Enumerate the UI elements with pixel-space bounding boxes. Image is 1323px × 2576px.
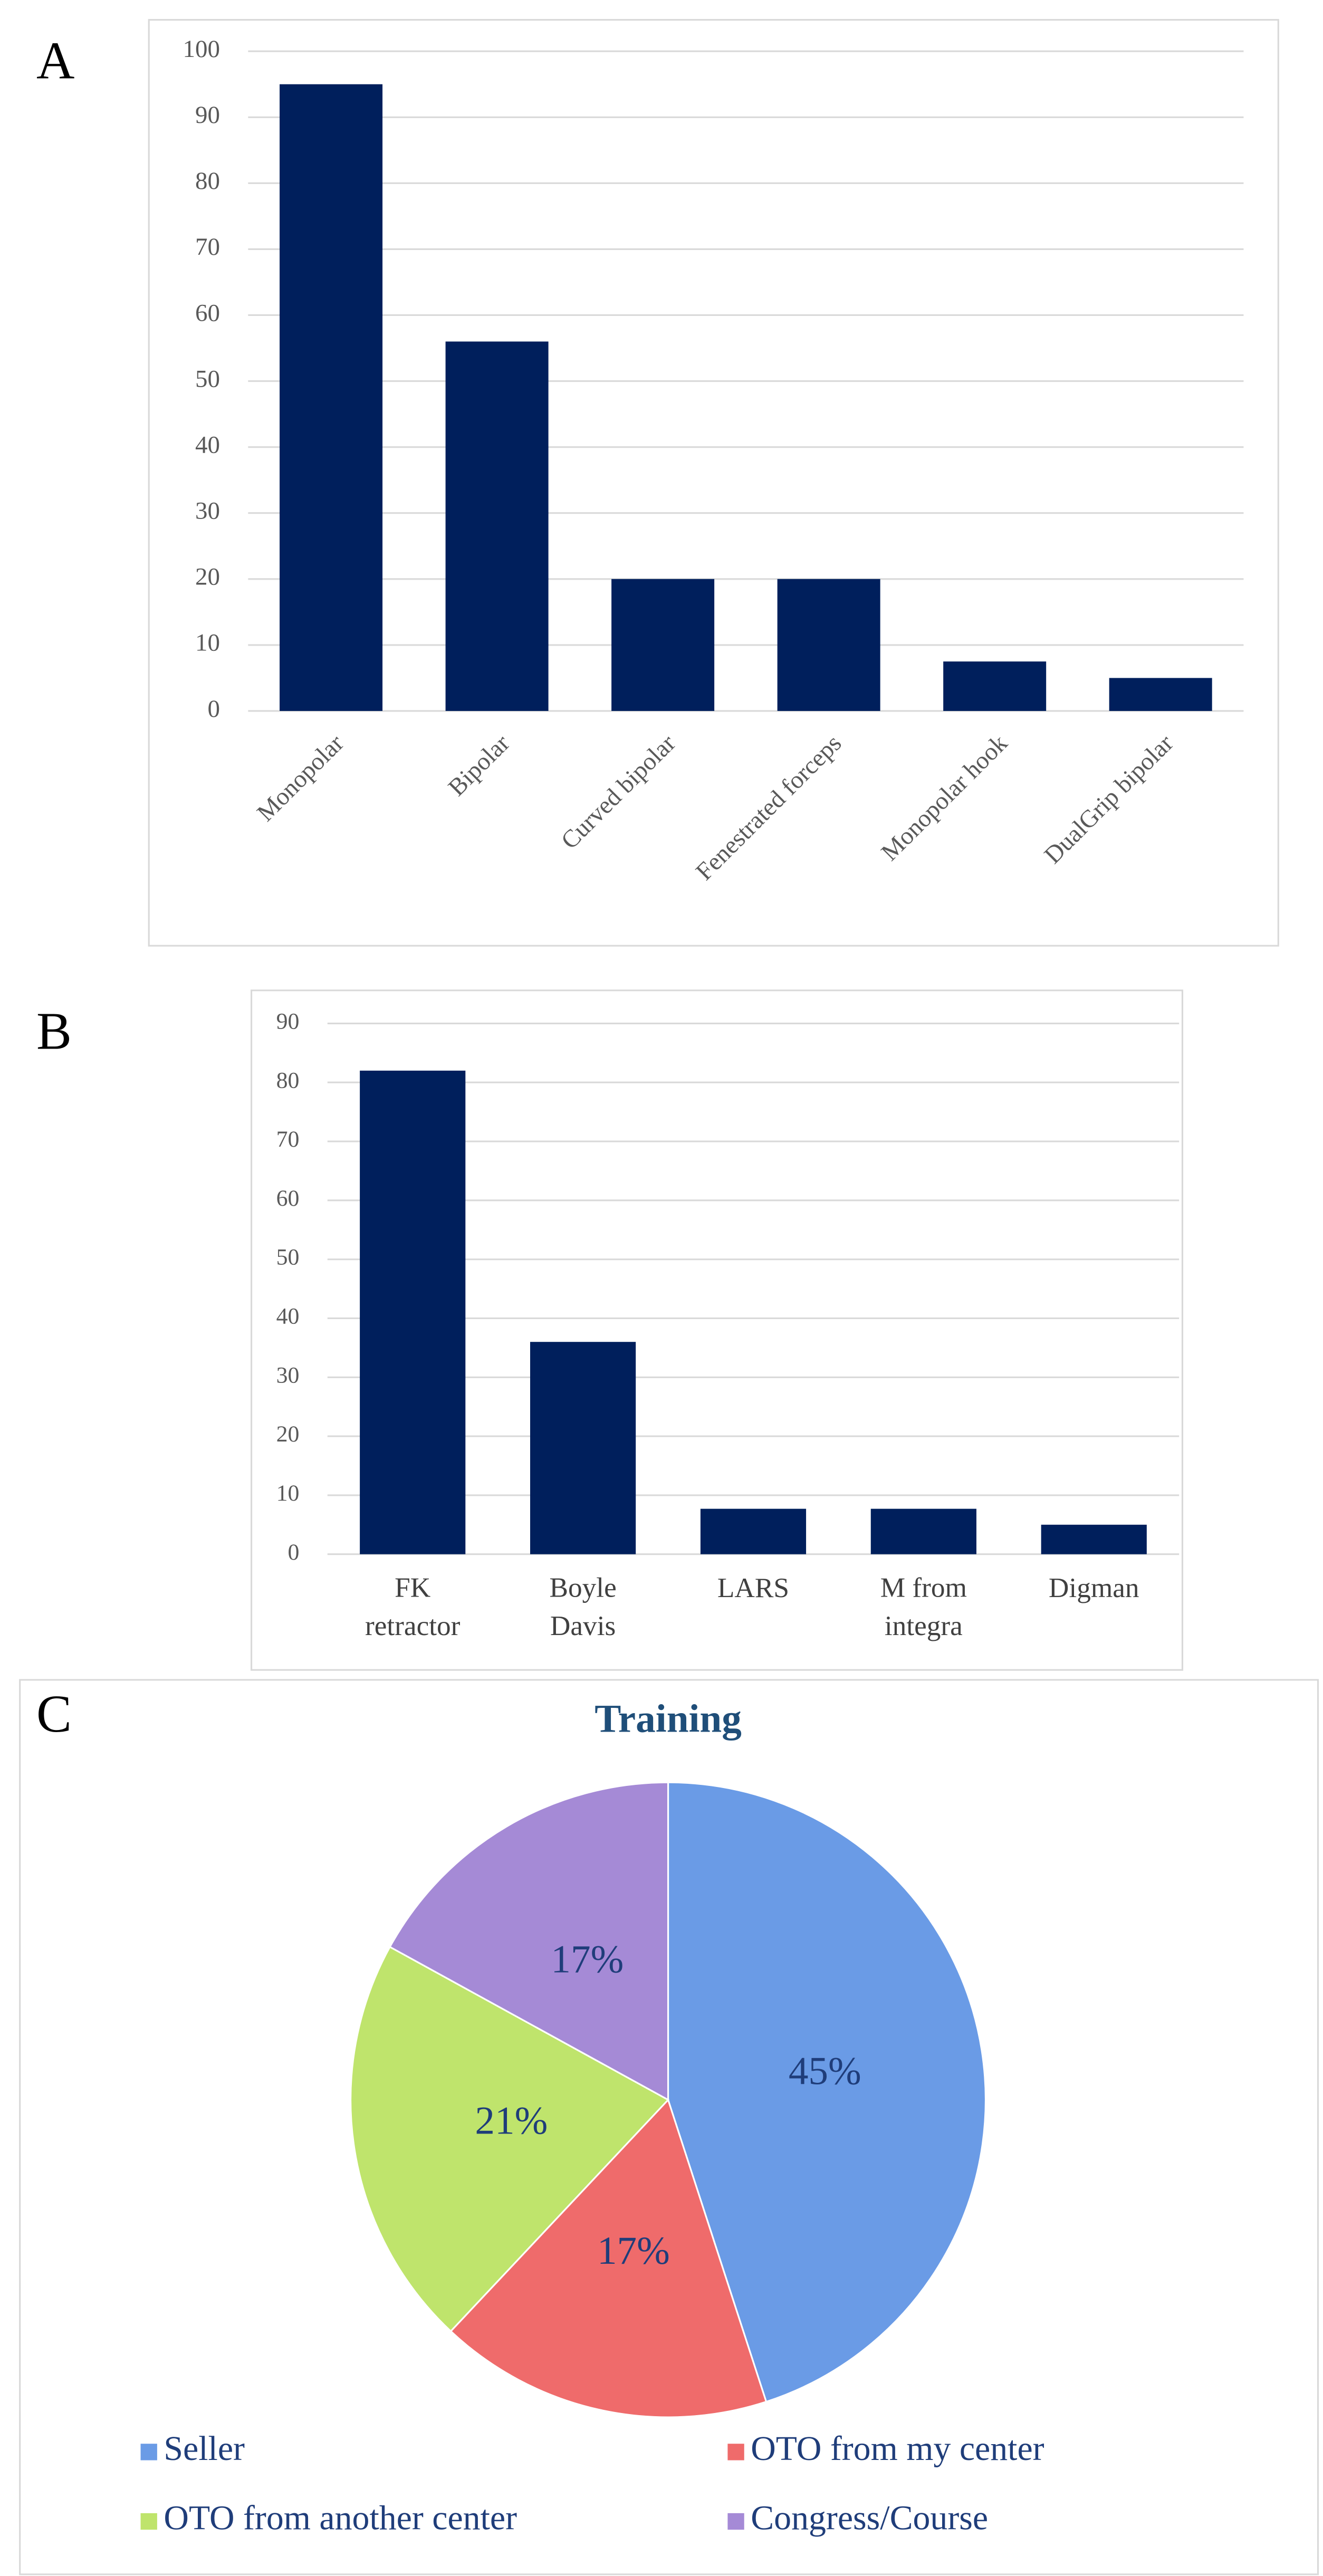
x-tick-label: M from integra	[880, 1572, 967, 1641]
bar	[943, 661, 1047, 711]
legend-swatch	[140, 2444, 157, 2460]
x-tick-label: Fenestrated forceps	[691, 729, 847, 886]
y-tick-label: 10	[276, 1481, 300, 1506]
y-tick-label: 80	[276, 1068, 300, 1093]
x-tick-label: Boyle Davis	[549, 1572, 616, 1641]
pie-slice	[350, 1946, 670, 2333]
bar	[530, 1342, 636, 1554]
data-label: 17%	[551, 1937, 624, 1981]
x-tick-label: DualGrip bipolar	[1039, 729, 1179, 869]
y-tick-label: 20	[276, 1421, 300, 1447]
data-label: 21%	[475, 2099, 548, 2143]
panel-letter: A	[36, 31, 74, 90]
bar	[777, 579, 880, 711]
x-tick-label: Bipolar	[443, 729, 515, 802]
data-label: 45%	[789, 2049, 861, 2093]
x-tick-label: Monopolar hook	[876, 729, 1013, 867]
legend-label: Congress/Course	[751, 2499, 988, 2537]
y-tick-label: 30	[276, 1362, 300, 1388]
y-tick-label: 100	[183, 35, 220, 63]
y-tick-label: 70	[276, 1127, 300, 1152]
legend-label: OTO from my center	[751, 2429, 1044, 2468]
panel-frame	[148, 19, 1279, 947]
legend-swatch	[727, 2444, 744, 2460]
y-tick-label: 0	[288, 1540, 300, 1565]
panel-frame	[251, 989, 1184, 1671]
pie-slice	[667, 1781, 986, 2403]
bar	[700, 1508, 807, 1554]
x-tick-label: Digman	[1049, 1572, 1139, 1603]
data-label: 17%	[597, 2229, 670, 2273]
y-tick-label: 20	[195, 563, 220, 591]
bar	[360, 1070, 466, 1554]
panel-frame	[19, 1679, 1319, 2575]
x-tick-label: Monopolar	[252, 729, 349, 827]
bar	[611, 579, 715, 711]
x-tick-label: Curved bipolar	[556, 729, 681, 854]
bar	[1041, 1524, 1147, 1554]
y-tick-label: 80	[195, 167, 220, 195]
y-tick-label: 90	[195, 101, 220, 129]
bar	[445, 341, 549, 711]
panel-letter: B	[36, 1002, 72, 1061]
y-tick-label: 90	[276, 1008, 300, 1034]
y-tick-label: 30	[195, 497, 220, 525]
bar	[870, 1508, 976, 1554]
pie-slice	[388, 1781, 669, 2101]
x-tick-label: FK retractor	[365, 1572, 461, 1641]
legend-label: OTO from another center	[164, 2499, 517, 2537]
panel-letter: C	[36, 1685, 72, 1743]
y-tick-label: 40	[195, 431, 220, 458]
y-tick-label: 60	[276, 1186, 300, 1211]
y-tick-label: 60	[195, 299, 220, 326]
x-tick-label: LARS	[717, 1572, 789, 1603]
bar	[1109, 678, 1212, 711]
y-tick-label: 50	[195, 365, 220, 392]
legend-swatch	[727, 2513, 744, 2530]
chart-title: Training	[595, 1697, 742, 1741]
legend-swatch	[140, 2513, 157, 2530]
bar	[280, 84, 383, 711]
pie-slice	[449, 2098, 768, 2418]
y-tick-label: 40	[276, 1304, 300, 1329]
y-tick-label: 10	[195, 629, 220, 657]
y-tick-label: 0	[207, 695, 220, 723]
y-tick-label: 50	[276, 1245, 300, 1270]
legend-label: Seller	[164, 2429, 245, 2468]
y-tick-label: 70	[195, 233, 220, 261]
